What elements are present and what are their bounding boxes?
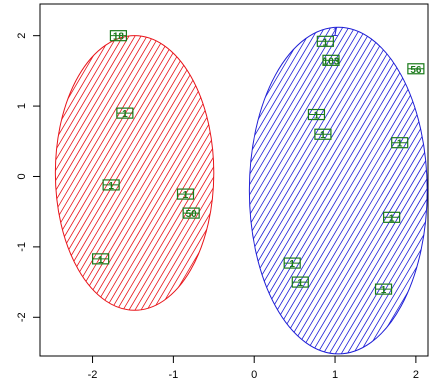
data-point: 1 <box>283 257 301 270</box>
data-point: 1 <box>383 211 401 224</box>
cluster-label-1: 1 <box>332 25 339 39</box>
x-tick-label: -1 <box>168 369 178 381</box>
y-tick-label: 0 <box>16 173 28 179</box>
point-label: 1 <box>289 259 295 270</box>
y-tick-label: -1 <box>16 242 28 252</box>
cluster-ellipse-1 <box>248 26 428 355</box>
cluster-ellipse-0 <box>54 35 215 311</box>
point-label: 1 <box>314 111 320 122</box>
plot-frame <box>39 3 429 357</box>
y-tick-label: 2 <box>16 33 28 39</box>
point-label: 1 <box>389 213 395 224</box>
point-label: 1 <box>122 109 128 120</box>
cluster-hatch-0 <box>55 35 214 311</box>
x-tick-label: -2 <box>88 369 98 381</box>
point-label: 56 <box>410 65 422 76</box>
data-point: 103 <box>322 54 340 67</box>
point-label: 1 <box>98 255 104 266</box>
cluster-hatch-1 <box>249 27 428 354</box>
point-label: 1 <box>298 278 304 289</box>
data-point: 1 <box>116 107 134 120</box>
point-label: 103 <box>323 56 340 67</box>
x-tick-label: 1 <box>332 369 338 381</box>
data-point: 18 <box>109 30 128 43</box>
y-tick-label: -2 <box>16 312 28 322</box>
data-point: 1 <box>316 35 334 48</box>
x-tick-label: 0 <box>251 369 257 381</box>
point-label: 1 <box>381 285 387 296</box>
point-label: 50 <box>186 209 198 220</box>
data-point: 1 <box>291 276 309 289</box>
point-label: 1 <box>323 37 329 48</box>
data-point: 56 <box>407 63 425 76</box>
point-label: 18 <box>113 32 125 43</box>
point-label: 1 <box>320 130 326 141</box>
data-point: 1 <box>391 137 409 150</box>
data-point: 1 <box>307 108 326 122</box>
point-label: 1 <box>397 139 403 150</box>
data-point: 1 <box>92 253 110 266</box>
data-point: 50 <box>182 207 200 220</box>
x-tick-label: 2 <box>413 369 419 381</box>
point-label: 1 <box>183 190 189 201</box>
data-point: 1 <box>314 128 332 141</box>
data-point: 1 <box>176 188 195 201</box>
data-point: 1 <box>374 283 393 296</box>
data-point: 1 <box>102 179 120 192</box>
y-tick-label: 1 <box>16 103 28 109</box>
point-label: 1 <box>108 181 114 192</box>
